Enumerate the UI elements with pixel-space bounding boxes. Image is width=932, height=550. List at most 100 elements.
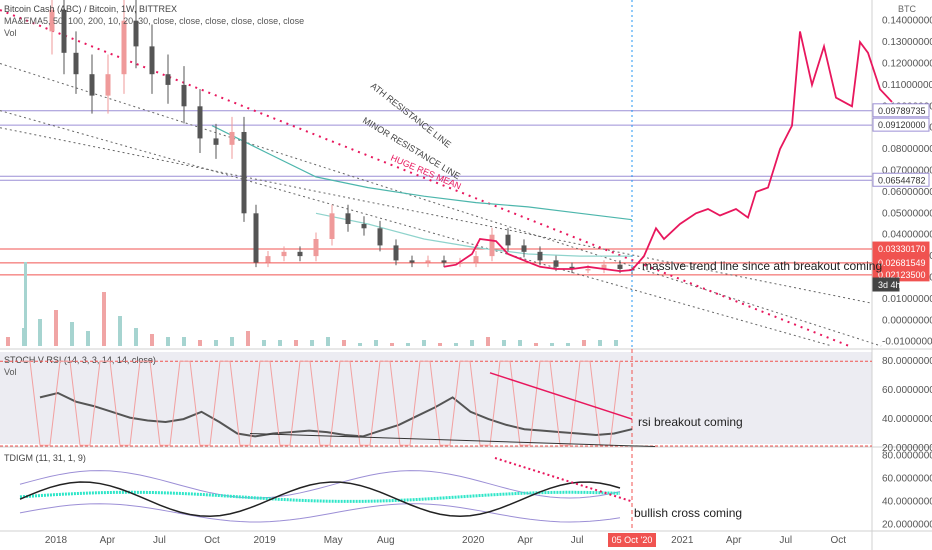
- time-axis-label: Apr: [100, 535, 116, 546]
- candle-body: [313, 238, 319, 257]
- tdi-tick-label: 60.00000000: [882, 474, 932, 485]
- volume-bar: [262, 340, 266, 346]
- candle-body: [585, 268, 591, 271]
- candle-body: [73, 52, 79, 75]
- volume-bar: [54, 310, 58, 346]
- volume-bar: [278, 340, 282, 346]
- volume-bar: [310, 340, 314, 346]
- volume-bar: [166, 337, 170, 346]
- long-trend-line: [0, 127, 873, 304]
- volume-bar: [534, 343, 538, 346]
- candle-body: [89, 74, 95, 96]
- tdi-tick-label: 80.00000000: [882, 451, 932, 462]
- price-tick-label: 0.00000000: [882, 315, 932, 326]
- volume-bar: [598, 340, 602, 346]
- price-tag: [872, 117, 930, 132]
- projection-path: [443, 31, 893, 273]
- moving-average-200: [211, 125, 633, 221]
- stoch-support-line: [249, 433, 656, 448]
- time-axis-label: May: [324, 535, 343, 546]
- price-tag-label: 0.02681549: [878, 258, 926, 268]
- volume-bar: [294, 340, 298, 346]
- ath-resistance-line: [0, 63, 882, 347]
- candle-body: [297, 251, 303, 257]
- volume-bar: [470, 340, 474, 346]
- volume-bar: [374, 340, 378, 346]
- tdi-upper-band: [19, 470, 621, 499]
- volume-bar: [182, 337, 186, 346]
- candle-body: [149, 46, 155, 75]
- volume-bar: [86, 331, 90, 346]
- price-tag-label: 3d 4h: [878, 280, 901, 290]
- stoch-k-line: [20, 360, 621, 446]
- cursor-date-tag: [608, 533, 656, 547]
- price-tick-label: 0.13000000: [882, 37, 932, 48]
- price-tag-label: 0.02123500: [878, 270, 926, 280]
- stoch-pane-bg: [0, 352, 872, 444]
- candle-body: [121, 20, 127, 75]
- volume-bar: [406, 343, 410, 346]
- volume-bar: [246, 331, 250, 346]
- volume-bar: [518, 340, 522, 346]
- price-tick-label: 0.05000000: [882, 208, 932, 219]
- candle-body: [133, 20, 139, 47]
- time-axis-label: Oct: [204, 535, 220, 546]
- candle-body: [521, 245, 527, 252]
- candle-body: [601, 264, 607, 269]
- volume-bar: [38, 319, 42, 346]
- price-tag-label: 0.09789735: [878, 106, 926, 116]
- time-axis-label: Jul: [153, 535, 166, 546]
- candle-body: [489, 234, 495, 257]
- tdi-lower-band: [19, 503, 621, 523]
- candle-body: [377, 228, 383, 246]
- candle-body: [617, 264, 623, 269]
- stoch-vol-label: Vol: [4, 367, 17, 377]
- candle-body: [265, 256, 271, 263]
- stoch-tick-label: 40.00000000: [882, 414, 932, 425]
- cursor-date-label: 05 Oct '20: [612, 535, 653, 545]
- price-tag: [872, 172, 930, 187]
- time-axis-label: 2021: [671, 535, 694, 546]
- price-tag: [872, 103, 930, 118]
- volume-bar: [454, 343, 458, 346]
- huge-res-mean-line: [0, 9, 850, 347]
- candle-body: [345, 213, 351, 225]
- time-axis-label: 2019: [253, 535, 276, 546]
- tdi-tick-label: 40.00000000: [882, 496, 932, 507]
- candle-body: [197, 106, 203, 139]
- candle-body: [229, 131, 235, 145]
- volume-bar: [390, 343, 394, 346]
- candle-body: [409, 260, 415, 263]
- volume-bar: [70, 322, 74, 346]
- tdi-tick-label: 20.00000000: [882, 519, 932, 530]
- price-tick-label: 0.01000000: [882, 294, 932, 305]
- symbol-title: Bitcoin Cash (ABC) / Bitcoin, 1W, BITTRE…: [4, 4, 177, 14]
- volume-bar: [214, 340, 218, 346]
- volume-bar: [342, 340, 346, 346]
- candle-body: [253, 213, 259, 263]
- candle-body: [569, 266, 575, 269]
- candle-body: [241, 131, 247, 214]
- volume-bar: [326, 337, 330, 346]
- price-tick-label: 0.08000000: [882, 144, 932, 155]
- time-axis-label: Oct: [831, 535, 847, 546]
- price-tick-label: 0.14000000: [882, 16, 932, 27]
- price-tick-label: 0.04000000: [882, 230, 932, 241]
- volume-bar: [614, 340, 618, 346]
- tdi-resistance-line: [494, 457, 633, 503]
- volume-bar: [582, 340, 586, 346]
- rsi-breakout-annotation: rsi breakout coming: [638, 415, 743, 429]
- price-tick-label: 0.11000000: [882, 80, 932, 91]
- time-axis-label: Apr: [726, 535, 742, 546]
- ma-legend: MA&EMA5, 50, 100, 200, 10, 20, 30, close…: [4, 16, 304, 26]
- stoch-tick-label: 80.00000000: [882, 356, 932, 367]
- time-axis-label: Aug: [377, 535, 395, 546]
- candle-body: [165, 74, 171, 85]
- volume-bar: [502, 340, 506, 346]
- volume-bar: [6, 337, 10, 346]
- candle-body: [393, 245, 399, 261]
- candle-body: [537, 251, 543, 261]
- stoch-tick-label: 20.00000000: [882, 443, 932, 454]
